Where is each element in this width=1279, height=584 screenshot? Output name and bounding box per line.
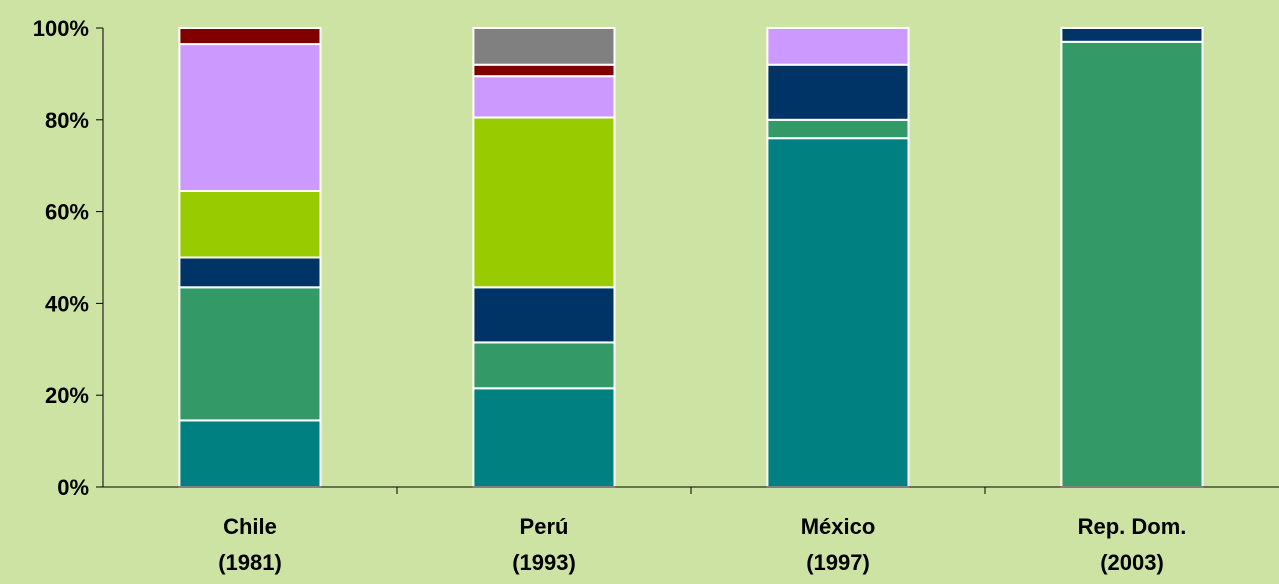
bar-segments (178, 27, 1204, 489)
axes (96, 27, 1279, 494)
y-tick-label: 20% (45, 383, 89, 408)
x-category-label: Rep. Dom. (1078, 514, 1187, 539)
y-tick-label: 80% (45, 108, 89, 133)
y-tick-label: 100% (33, 16, 89, 41)
bar-segment-2-4 (766, 27, 910, 66)
y-tick-label: 0% (57, 475, 89, 500)
bar-segment-1-4 (472, 75, 616, 119)
x-category-label: (1981) (218, 550, 282, 575)
bar-segment-0-4 (178, 43, 322, 192)
bar-segment-3-2 (1060, 27, 1204, 43)
x-category-label: Perú (520, 514, 569, 539)
x-category-label: (2003) (1100, 550, 1164, 575)
bar-segment-0-3 (178, 189, 322, 259)
bar-segment-1-2 (472, 286, 616, 344)
bar-segment-2-0 (766, 137, 910, 488)
y-tick-label: 60% (45, 200, 89, 225)
bar-segment-0-1 (178, 286, 322, 422)
bar-segment-3-1 (1060, 40, 1204, 489)
axis-labels: 0% 20% 40% 60% 80% 100% Chile (1981) Perú (1993) M… (33, 16, 1187, 575)
x-category-label: (1993) (512, 550, 576, 575)
x-category-label: Chile (223, 514, 277, 539)
bar-segment-1-0 (472, 387, 616, 488)
bar-segment-1-3 (472, 116, 616, 289)
bar-segment-1-6 (472, 27, 616, 66)
y-tick-label: 40% (45, 291, 89, 316)
x-category-label: México (801, 514, 876, 539)
bar-segment-0-5 (178, 27, 322, 46)
bar-segment-1-5 (472, 63, 616, 78)
bar-segment-1-1 (472, 341, 616, 390)
x-category-label: (1997) (806, 550, 870, 575)
bar-segment-2-2 (766, 63, 910, 121)
bar-segment-0-0 (178, 419, 322, 488)
bar-segment-0-2 (178, 256, 322, 289)
bar-segment-2-1 (766, 118, 910, 140)
